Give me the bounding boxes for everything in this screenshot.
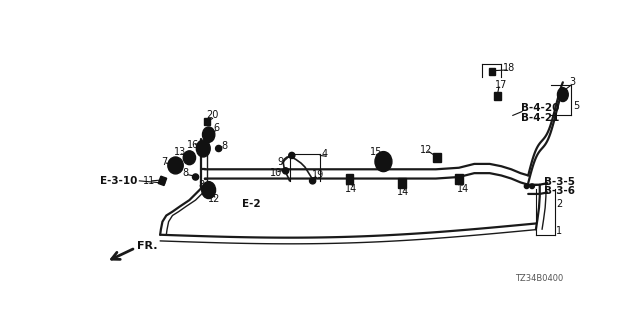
Text: E-2: E-2 <box>242 199 260 209</box>
Text: B-4-20: B-4-20 <box>520 103 559 113</box>
Ellipse shape <box>202 182 216 198</box>
Bar <box>494 92 501 100</box>
Text: 8: 8 <box>221 141 227 151</box>
Text: E-3-10: E-3-10 <box>100 176 137 186</box>
Bar <box>204 118 210 125</box>
Text: 7: 7 <box>161 156 167 167</box>
Text: 6: 6 <box>213 124 220 133</box>
Text: 9: 9 <box>277 156 284 167</box>
Text: B-4-21: B-4-21 <box>520 113 559 123</box>
Text: 11: 11 <box>143 176 156 186</box>
Ellipse shape <box>183 151 196 165</box>
Text: 4: 4 <box>321 149 327 159</box>
Text: 2: 2 <box>556 199 562 209</box>
Bar <box>455 173 463 184</box>
Ellipse shape <box>557 88 568 101</box>
Text: B-3-6: B-3-6 <box>543 186 575 196</box>
Text: 12: 12 <box>208 194 220 204</box>
Ellipse shape <box>375 152 392 172</box>
Bar <box>158 176 166 186</box>
Bar <box>488 68 495 75</box>
Text: 16: 16 <box>187 140 200 150</box>
Text: 3: 3 <box>570 77 576 87</box>
Ellipse shape <box>196 140 210 157</box>
Bar <box>433 153 441 162</box>
Text: 18: 18 <box>503 63 515 73</box>
Circle shape <box>310 178 316 184</box>
Text: TZ34B0400: TZ34B0400 <box>515 274 563 283</box>
Bar <box>346 173 353 184</box>
Ellipse shape <box>168 157 183 174</box>
Text: 15: 15 <box>369 147 382 157</box>
Circle shape <box>193 174 198 180</box>
Text: 19: 19 <box>312 171 324 180</box>
Text: 10: 10 <box>269 168 282 178</box>
Text: 8: 8 <box>198 180 204 190</box>
Text: 14: 14 <box>345 184 357 194</box>
Text: 8: 8 <box>182 168 189 178</box>
Text: FR.: FR. <box>137 241 157 251</box>
Text: 12: 12 <box>420 145 433 155</box>
Text: 1: 1 <box>556 226 562 236</box>
Text: 14: 14 <box>397 188 410 197</box>
Circle shape <box>289 152 295 158</box>
Circle shape <box>530 184 534 188</box>
Ellipse shape <box>202 127 215 142</box>
Text: 17: 17 <box>495 80 508 90</box>
Circle shape <box>216 145 221 152</box>
Bar <box>398 178 406 188</box>
Text: 20: 20 <box>206 110 219 120</box>
Text: B-3-5: B-3-5 <box>543 177 575 187</box>
Circle shape <box>283 168 289 174</box>
Text: 13: 13 <box>174 147 186 157</box>
Text: 5: 5 <box>573 101 579 111</box>
Circle shape <box>524 184 529 188</box>
Text: 14: 14 <box>456 184 469 194</box>
